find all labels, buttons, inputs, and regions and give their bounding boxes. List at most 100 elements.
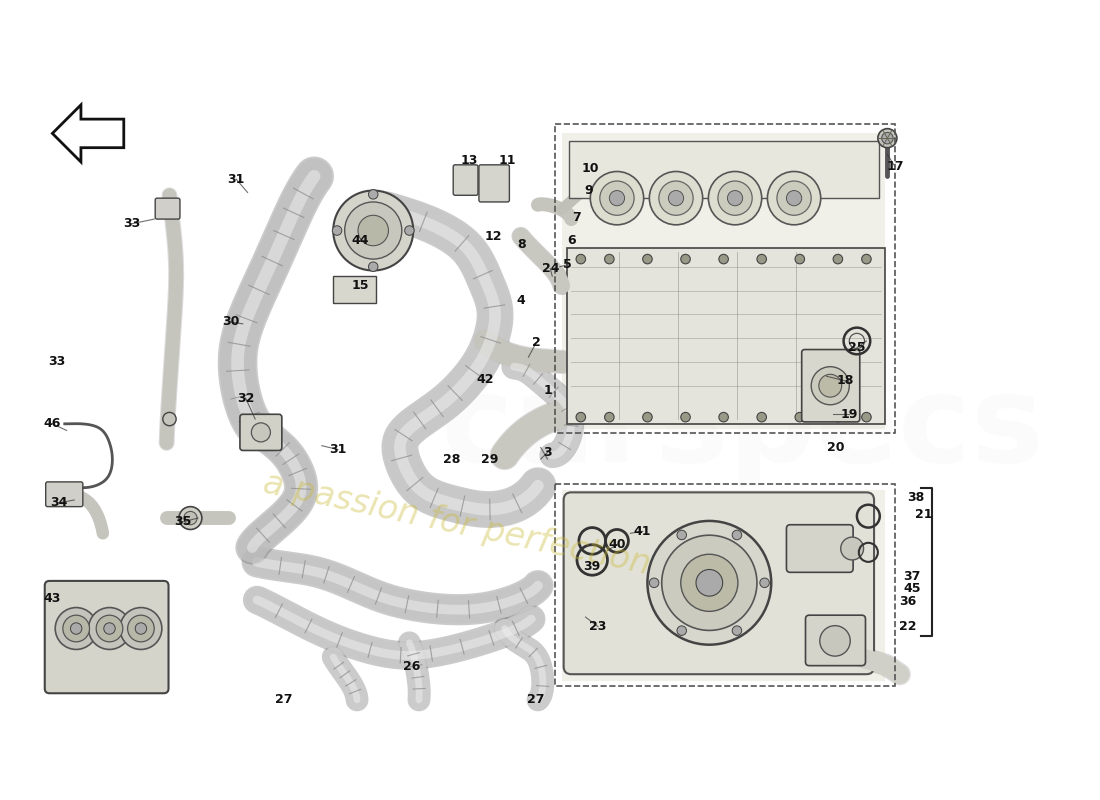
Text: 39: 39 xyxy=(584,560,601,573)
Circle shape xyxy=(811,366,849,405)
Bar xyxy=(566,248,886,424)
Text: 10: 10 xyxy=(582,162,600,175)
Bar xyxy=(556,124,895,434)
Circle shape xyxy=(648,521,771,645)
Circle shape xyxy=(70,622,81,634)
Circle shape xyxy=(63,615,89,642)
Circle shape xyxy=(882,133,893,144)
Text: 28: 28 xyxy=(442,453,460,466)
Circle shape xyxy=(733,626,741,635)
Circle shape xyxy=(659,181,693,215)
Circle shape xyxy=(676,530,686,540)
Circle shape xyxy=(718,181,752,215)
Circle shape xyxy=(368,190,378,199)
Circle shape xyxy=(878,129,896,148)
Text: 3: 3 xyxy=(543,446,552,459)
FancyBboxPatch shape xyxy=(453,165,478,195)
Circle shape xyxy=(662,535,757,630)
Circle shape xyxy=(609,190,625,206)
Circle shape xyxy=(768,171,821,225)
Text: 1: 1 xyxy=(543,384,552,397)
Text: 26: 26 xyxy=(403,660,420,673)
Circle shape xyxy=(88,607,131,650)
FancyBboxPatch shape xyxy=(802,350,860,422)
Bar xyxy=(562,134,886,429)
Text: 5: 5 xyxy=(563,258,572,271)
Circle shape xyxy=(696,570,723,596)
Bar xyxy=(562,490,886,681)
Text: 9: 9 xyxy=(584,184,593,197)
Circle shape xyxy=(344,202,402,259)
Text: 40: 40 xyxy=(608,538,626,551)
Text: 12: 12 xyxy=(484,230,502,242)
Circle shape xyxy=(795,412,804,422)
Circle shape xyxy=(96,615,123,642)
Text: 38: 38 xyxy=(908,490,925,504)
Text: 30: 30 xyxy=(222,315,239,329)
Circle shape xyxy=(777,181,811,215)
Text: 46: 46 xyxy=(44,418,62,430)
Bar xyxy=(556,484,895,686)
Text: 23: 23 xyxy=(590,620,606,633)
Text: 4: 4 xyxy=(516,294,525,306)
Circle shape xyxy=(368,262,378,271)
Text: 13: 13 xyxy=(461,154,478,166)
Circle shape xyxy=(333,190,414,270)
Circle shape xyxy=(179,506,202,530)
Text: 8: 8 xyxy=(517,238,526,251)
Circle shape xyxy=(591,171,644,225)
FancyBboxPatch shape xyxy=(478,165,509,202)
Text: 42: 42 xyxy=(476,373,494,386)
Circle shape xyxy=(600,181,634,215)
Text: 27: 27 xyxy=(527,694,544,706)
Text: 2: 2 xyxy=(531,336,540,350)
Circle shape xyxy=(252,423,271,442)
Circle shape xyxy=(833,412,843,422)
Circle shape xyxy=(358,215,388,246)
Circle shape xyxy=(733,530,741,540)
Circle shape xyxy=(576,412,585,422)
Text: 36: 36 xyxy=(899,595,916,608)
Circle shape xyxy=(649,578,659,587)
Circle shape xyxy=(719,412,728,422)
Text: 17: 17 xyxy=(887,160,904,174)
Text: 45: 45 xyxy=(903,582,921,595)
Circle shape xyxy=(135,622,146,634)
Circle shape xyxy=(642,412,652,422)
Text: 25: 25 xyxy=(848,341,866,354)
Text: 20: 20 xyxy=(827,441,845,454)
Circle shape xyxy=(833,254,843,264)
Text: 37: 37 xyxy=(903,570,921,582)
Text: 11: 11 xyxy=(498,154,516,166)
Text: 24: 24 xyxy=(541,262,559,275)
Circle shape xyxy=(332,226,342,235)
Text: 31: 31 xyxy=(329,443,346,456)
Circle shape xyxy=(649,171,703,225)
Text: 31: 31 xyxy=(228,173,245,186)
Text: 34: 34 xyxy=(51,496,68,510)
Circle shape xyxy=(103,622,116,634)
Text: 33: 33 xyxy=(123,218,140,230)
Circle shape xyxy=(786,190,802,206)
Text: 41: 41 xyxy=(634,525,651,538)
Text: 29: 29 xyxy=(481,453,498,466)
Text: 19: 19 xyxy=(840,408,858,421)
Text: 43: 43 xyxy=(44,591,62,605)
Circle shape xyxy=(681,254,691,264)
Text: 44: 44 xyxy=(351,234,369,246)
Text: 6: 6 xyxy=(566,234,575,246)
Circle shape xyxy=(861,254,871,264)
Circle shape xyxy=(642,254,652,264)
Circle shape xyxy=(708,171,761,225)
Circle shape xyxy=(818,374,842,397)
FancyBboxPatch shape xyxy=(563,492,874,674)
Circle shape xyxy=(757,254,767,264)
Text: 33: 33 xyxy=(48,355,66,369)
Text: 32: 32 xyxy=(236,391,254,405)
Circle shape xyxy=(128,615,154,642)
Circle shape xyxy=(760,578,769,587)
Circle shape xyxy=(669,190,683,206)
FancyBboxPatch shape xyxy=(155,198,180,219)
Circle shape xyxy=(840,537,864,560)
Circle shape xyxy=(163,412,176,426)
